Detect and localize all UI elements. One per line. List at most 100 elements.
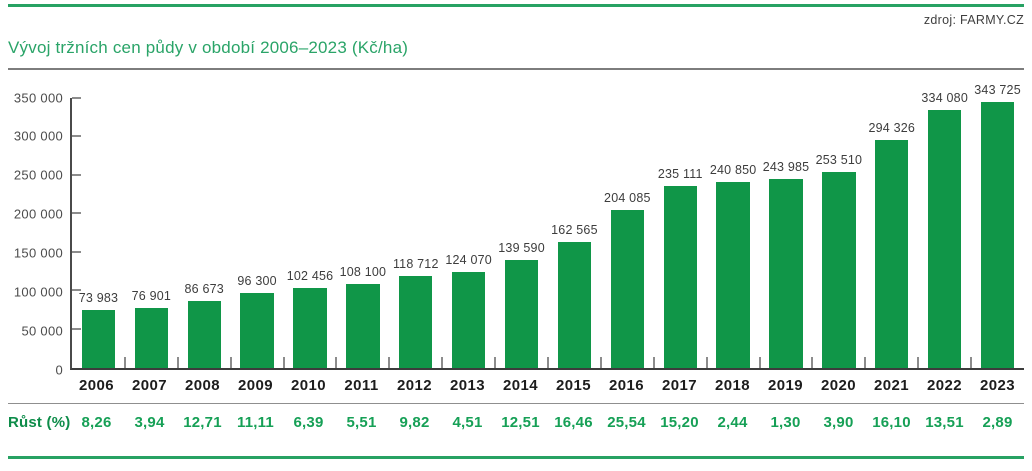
growth-value-2020: 3,90 <box>823 413 854 431</box>
chart-title: Vývoj tržních cen půdy v období 2006–202… <box>8 38 409 57</box>
year-label-2009: 2009 <box>238 376 273 394</box>
bar-2008 <box>187 300 221 368</box>
bar-column-2020: 253 510 <box>812 98 865 368</box>
year-label-2014: 2014 <box>503 376 538 394</box>
growth-value-2013: 4,51 <box>452 413 483 431</box>
bar-column-2006: 73 983 <box>72 98 125 368</box>
bar-2019 <box>769 179 803 368</box>
bar-column-2014: 139 590 <box>495 98 548 368</box>
bar-value-label: 343 725 <box>974 83 1021 98</box>
bar-value-label: 118 712 <box>392 256 439 271</box>
bar-column-2011: 108 100 <box>336 98 389 368</box>
bar-value-label: 253 510 <box>815 152 863 167</box>
year-label-2010: 2010 <box>291 376 326 394</box>
bar-column-2018: 240 850 <box>707 98 760 368</box>
bar-2021 <box>875 140 909 368</box>
growth-value-2014: 12,51 <box>501 413 540 431</box>
year-label-2022: 2022 <box>927 376 962 394</box>
bar-value-label: 240 850 <box>709 162 757 177</box>
bar-2014 <box>504 259 539 368</box>
y-tick-label: 50 000 <box>21 323 63 339</box>
y-tick-label: 100 000 <box>13 284 63 300</box>
year-label-2007: 2007 <box>132 376 167 394</box>
chart: 0 50 000 100 000 150 000 200 000 250 000 300 0… <box>8 83 1024 377</box>
year-label-2016: 2016 <box>609 376 644 394</box>
y-axis-labels: 0 50 000 100 000 150 000 200 000 250 000 300 0… <box>8 90 70 377</box>
year-label-2017: 2017 <box>662 376 697 394</box>
year-label-2018: 2018 <box>715 376 750 394</box>
x-tick-mark <box>970 356 973 368</box>
growth-row: Růst (%) 8,26 3,94 12,71 11,11 6,39 5,51 9,82 4… <box>8 404 1024 440</box>
y-tick-label: 300 000 <box>13 128 63 144</box>
bar-2009 <box>240 293 274 368</box>
x-tick-mark <box>335 356 338 368</box>
y-tick-label: 150 000 <box>13 245 63 261</box>
bar-value-label: 124 070 <box>445 252 492 267</box>
bar-column-2013: 124 070 <box>442 98 495 368</box>
bar-value-label: 86 673 <box>184 281 224 296</box>
bar-value-label: 139 590 <box>498 240 545 255</box>
bar-column-2015: 162 565 <box>548 98 601 368</box>
year-label-2019: 2019 <box>768 376 803 394</box>
bar-column-2008: 86 673 <box>178 98 231 368</box>
bar-value-label: 96 300 <box>237 274 277 289</box>
growth-value-2019: 1,30 <box>770 413 801 431</box>
bar-value-label: 108 100 <box>339 265 387 280</box>
y-tick-mark <box>72 212 81 215</box>
bottom-rule <box>8 455 1024 459</box>
year-label-2021: 2021 <box>874 376 909 394</box>
y-tick-label: 350 000 <box>13 90 63 105</box>
growth-divider <box>8 402 1024 404</box>
growth-value-2010: 6,39 <box>293 413 324 431</box>
growth-value-2008: 12,71 <box>183 413 222 431</box>
bar-2023 <box>980 102 1015 368</box>
x-tick-mark <box>811 356 814 368</box>
bars-container: 73 983 76 901 86 673 96 300 102 456 108 100 11… <box>72 83 1024 368</box>
growth-value-2023: 2,89 <box>982 413 1013 431</box>
bar-2006 <box>81 310 116 368</box>
bar-2020 <box>822 171 856 368</box>
y-tick-mark <box>72 173 81 176</box>
y-tick-label: 250 000 <box>13 167 63 183</box>
y-tick-mark <box>72 135 81 138</box>
bar-column-2010: 102 456 <box>284 98 337 368</box>
x-tick-mark <box>599 356 602 368</box>
bar-column-2019: 243 985 <box>760 98 813 368</box>
year-label-2013: 2013 <box>450 376 485 394</box>
year-label-2023: 2023 <box>980 376 1015 394</box>
x-tick-mark <box>547 356 549 368</box>
top-rule <box>8 4 1024 7</box>
growth-value-2009: 11,11 <box>237 413 274 431</box>
bar-column-2009: 96 300 <box>231 98 284 368</box>
x-tick-mark <box>123 356 126 368</box>
x-axis-labels: 2006 2007 2008 2009 2010 2011 2012 2013 2014 2015… <box>70 377 1024 394</box>
bar-column-2022: 334 080 <box>918 91 971 368</box>
growth-value-2015: 16,46 <box>554 413 593 431</box>
x-tick-mark <box>176 356 179 368</box>
year-label-2012: 2012 <box>397 376 432 394</box>
bar-column-2023: 343 725 <box>971 83 1024 368</box>
x-tick-mark <box>388 356 391 368</box>
bar-2017 <box>663 186 697 368</box>
bar-2011 <box>346 284 380 368</box>
bar-value-label: 76 901 <box>131 289 172 304</box>
bar-2012 <box>399 275 433 368</box>
growth-value-2016: 25,54 <box>607 413 646 431</box>
bar-column-2012: 118 712 <box>389 98 442 368</box>
bar-value-label: 294 326 <box>868 121 916 136</box>
bar-2018 <box>716 181 750 368</box>
x-tick-mark <box>705 356 708 368</box>
y-tick-label: 200 000 <box>13 206 63 222</box>
growth-value-2017: 15,20 <box>660 413 699 431</box>
bar-value-label: 162 565 <box>551 223 598 238</box>
bar-column-2016: 204 085 <box>601 98 654 368</box>
bar-2007 <box>134 308 168 368</box>
growth-value-2012: 9,82 <box>399 413 430 431</box>
y-tick-mark <box>72 250 81 253</box>
year-label-2015: 2015 <box>556 376 591 394</box>
y-tick-mark <box>72 96 81 99</box>
x-tick-mark <box>864 356 867 368</box>
y-tick-label: 0 <box>55 362 63 377</box>
bar-2016 <box>610 210 644 368</box>
